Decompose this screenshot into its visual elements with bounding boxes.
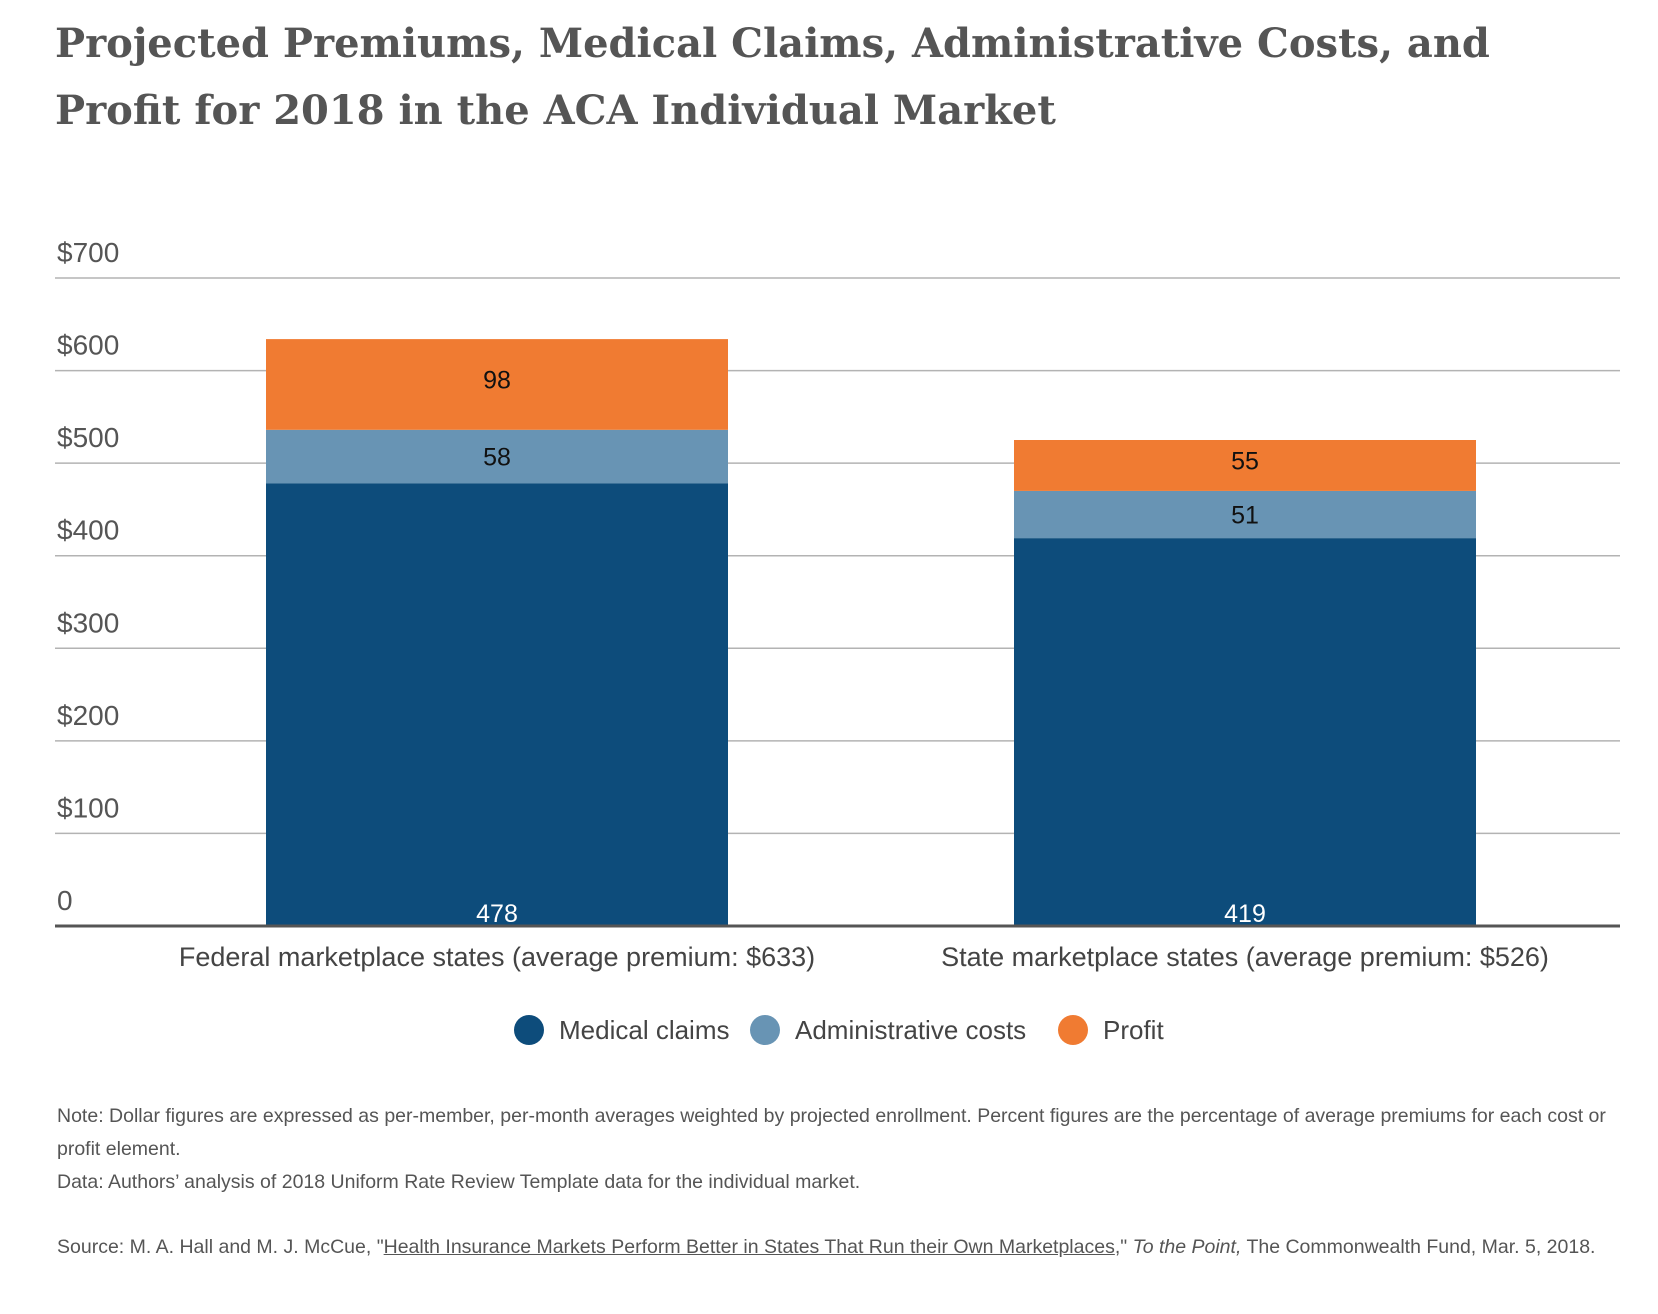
source-text: Source: M. A. Hall and M. J. McCue, "Hea… bbox=[57, 1231, 1627, 1264]
y-tick-label: 0 bbox=[57, 885, 73, 916]
note-text: Note: Dollar figures are expressed as pe… bbox=[57, 1105, 1606, 1160]
chart-title: Projected Premiums, Medical Claims, Admi… bbox=[55, 20, 1490, 134]
bar-value-label: 419 bbox=[1224, 900, 1266, 928]
y-tick-label: $500 bbox=[57, 422, 119, 453]
legend-swatch bbox=[1058, 1015, 1088, 1045]
bar-segment-administrative-costs bbox=[266, 429, 728, 484]
y-tick-label: $700 bbox=[57, 237, 119, 268]
bar-segment-medical-claims bbox=[266, 483, 728, 926]
source-mid: ," bbox=[1114, 1236, 1133, 1258]
bar-value-label: 478 bbox=[476, 900, 518, 928]
bar-segment-profit bbox=[266, 339, 728, 430]
bar-value-label: 55 bbox=[1231, 447, 1259, 475]
bar-value-label: 58 bbox=[483, 444, 511, 472]
category-label: State marketplace states (average premiu… bbox=[941, 942, 1549, 972]
source-link[interactable]: Health Insurance Markets Perform Better … bbox=[383, 1236, 1115, 1258]
y-tick-label: $400 bbox=[57, 515, 119, 546]
y-tick-label: $600 bbox=[57, 330, 119, 361]
bar-segment-profit bbox=[1014, 440, 1476, 491]
legend-swatch bbox=[514, 1015, 544, 1045]
legend-label: Administrative costs bbox=[795, 1015, 1026, 1045]
legend-label: Medical claims bbox=[559, 1015, 730, 1045]
bar-segment-administrative-costs bbox=[1014, 490, 1476, 539]
bar-value-label: 98 bbox=[483, 366, 511, 394]
bars bbox=[266, 339, 1476, 926]
data-text: Data: Authors’ analysis of 2018 Uniform … bbox=[57, 1171, 861, 1193]
bar-segment-medical-claims bbox=[1014, 538, 1476, 926]
y-tick-label: $100 bbox=[57, 792, 119, 823]
source-publication: To the Point, bbox=[1132, 1236, 1242, 1258]
bar-value-labels: 478 58 98 419 51 55 bbox=[476, 366, 1266, 928]
chart-notes: Note: Dollar figures are expressed as pe… bbox=[57, 1100, 1627, 1264]
legend: Medical claims Administrative costs Profit bbox=[514, 1015, 1164, 1045]
legend-swatch bbox=[750, 1015, 780, 1045]
category-labels: Federal marketplace states (average prem… bbox=[179, 942, 1549, 972]
category-label: Federal marketplace states (average prem… bbox=[179, 942, 815, 972]
y-tick-label: $200 bbox=[57, 700, 119, 731]
y-tick-label: $300 bbox=[57, 607, 119, 638]
source-prefix: Source: M. A. Hall and M. J. McCue, " bbox=[57, 1236, 384, 1258]
y-axis-tick-labels: 0 $100 $200 $300 $400 $500 $600 $700 bbox=[57, 237, 119, 916]
legend-label: Profit bbox=[1103, 1015, 1164, 1045]
source-suffix: The Commonwealth Fund, Mar. 5, 2018. bbox=[1241, 1236, 1596, 1258]
bar-value-label: 51 bbox=[1231, 502, 1259, 530]
stacked-bar-chart: 0 $100 $200 $300 $400 $500 $600 $700 478 58 98 419… bbox=[55, 237, 1620, 1045]
